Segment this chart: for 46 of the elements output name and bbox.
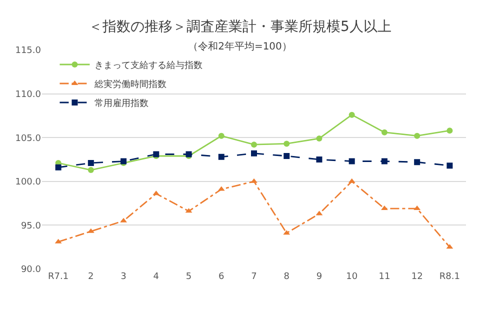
x-tick-label: 3 <box>120 272 126 282</box>
point <box>251 142 257 148</box>
x-tick-label: 2 <box>88 272 94 282</box>
point <box>88 167 94 174</box>
y-tick-label: 115.0 <box>15 46 42 56</box>
point <box>251 150 257 156</box>
x-tick-label: 7 <box>251 272 257 282</box>
point <box>446 162 453 169</box>
x-tick-label: 4 <box>153 272 160 282</box>
y-tick-label: 95.0 <box>20 221 42 232</box>
point <box>381 158 388 164</box>
x-tick-label: 8 <box>284 272 290 282</box>
y-tick-label: 105.0 <box>15 134 42 144</box>
x-tick-label: 10 <box>346 272 358 282</box>
point <box>381 129 388 136</box>
y-tick-label: 110.0 <box>15 90 42 100</box>
point <box>414 132 420 139</box>
point <box>55 164 62 170</box>
x-tick-label: 9 <box>316 272 322 282</box>
point <box>381 206 388 210</box>
point <box>250 178 258 183</box>
legend-label: 常用雇用指数 <box>94 98 149 110</box>
point <box>446 128 453 134</box>
legend-label: きまって支給する給与指数 <box>94 60 203 72</box>
point <box>88 160 94 166</box>
y-tick-label: 100.0 <box>15 178 42 188</box>
legend-label: 総実労働時間指数 <box>94 79 167 90</box>
point <box>348 158 355 164</box>
x-tick-label: 11 <box>378 272 390 282</box>
point <box>218 154 224 160</box>
x-tick-label: R7.1 <box>48 272 69 282</box>
y-tick-label: 90.0 <box>20 265 42 276</box>
x-tick-label: R8.1 <box>439 272 460 282</box>
point <box>414 159 420 166</box>
point <box>348 112 355 118</box>
x-tick-label: 12 <box>411 272 423 282</box>
point <box>120 218 127 222</box>
point <box>284 140 290 147</box>
point <box>284 153 290 159</box>
point <box>316 156 322 162</box>
chart-subtitle: （令和2年平均=100） <box>188 40 292 52</box>
point <box>218 132 224 139</box>
chart-title: ＜指数の推移＞調査産業計・事業所規模5人以上 <box>88 19 392 36</box>
x-tick-label: 5 <box>186 272 192 282</box>
x-tick-label: 6 <box>218 272 225 282</box>
point <box>316 135 322 142</box>
